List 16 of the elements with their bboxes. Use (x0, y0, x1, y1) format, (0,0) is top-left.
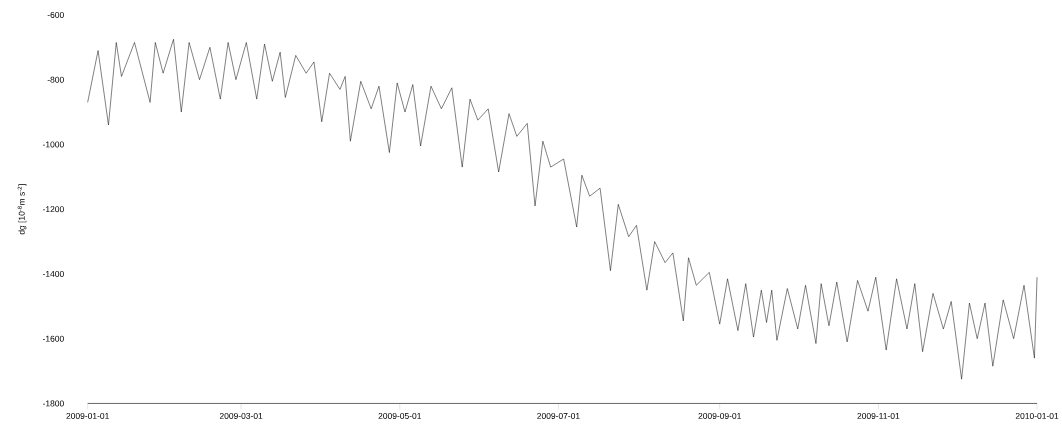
y-tick-label: -800 (47, 76, 64, 83)
y-tick-label: -1400 (42, 270, 64, 277)
y-axis-title: dg [10$^{-8}$m s$^{-2}$] (17, 184, 27, 235)
x-tick-label: 2009-01-01 (66, 412, 109, 419)
x-tick-label: 2010-01-01 (1015, 412, 1059, 419)
line-series (87, 38, 1038, 380)
x-tick-label: 2009-03-01 (219, 412, 263, 419)
y-tick-label: -1800 (42, 400, 64, 407)
y-tick-label: -1200 (42, 206, 64, 213)
x-tick-label: 2009-11-01 (857, 412, 900, 419)
x-tick-label: 2009-07-01 (537, 412, 580, 419)
y-tick-label: -1600 (42, 335, 64, 342)
x-tick-label: 2009-09-01 (698, 412, 741, 419)
x-tick-label: 2009-05-01 (378, 412, 422, 419)
y-tick-label: -1000 (42, 141, 64, 148)
y-tick-label: -600 (47, 11, 64, 18)
